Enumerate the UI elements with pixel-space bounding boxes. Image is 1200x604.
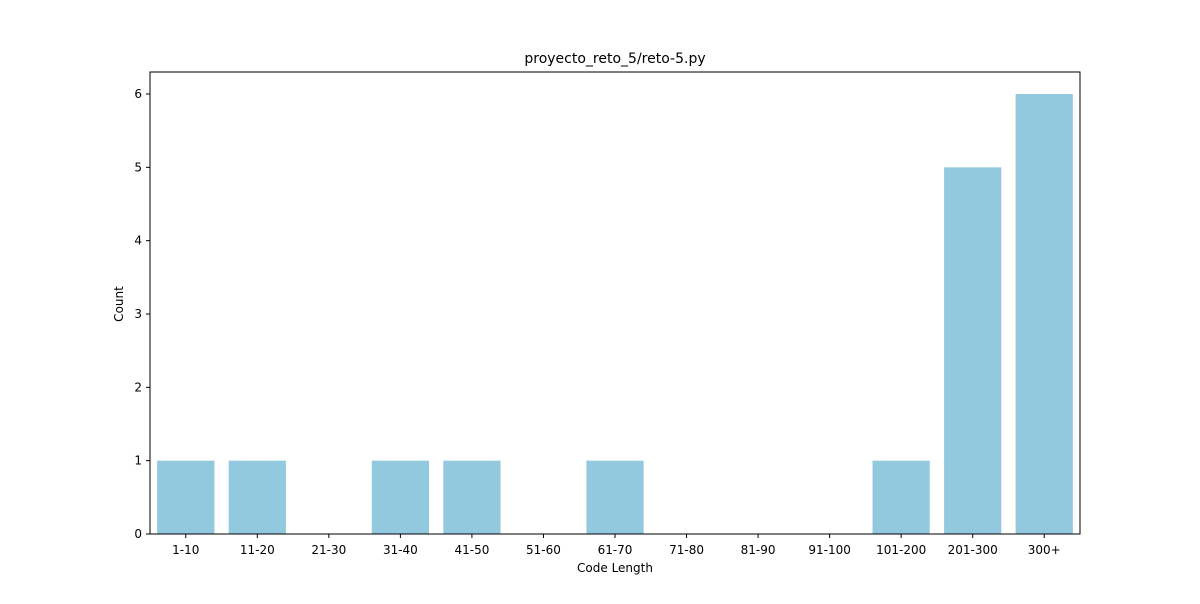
x-tick-label: 31-40 [383,543,418,557]
y-tick-label: 3 [134,307,142,321]
y-tick-label: 6 [134,87,142,101]
bar-11-20 [228,460,286,534]
y-tick-label: 1 [134,454,142,468]
chart-title: proyecto_reto_5/reto-5.py [524,51,705,67]
bar-201-300 [944,167,1002,535]
x-tick-label: 11-20 [240,543,275,557]
bar-41-50 [443,460,501,534]
y-tick-label: 5 [134,160,142,174]
x-tick-label: 41-50 [454,543,489,557]
bars-group [157,94,1073,535]
x-axis-title: Code Length [577,561,653,575]
bar-61-70 [586,460,644,534]
x-tick-label: 1-10 [172,543,199,557]
x-tick-label: 61-70 [598,543,633,557]
bar-101-200 [872,460,930,534]
x-tick-label: 81-90 [741,543,776,557]
bar-1-10 [157,460,215,534]
bar-31-40 [371,460,429,534]
y-tick-label: 0 [134,527,142,541]
x-tick-label: 101-200 [876,543,926,557]
y-tick-label: 2 [134,380,142,394]
y-axis: 0 1 2 3 4 5 6 [134,87,150,541]
x-tick-label: 51-60 [526,543,561,557]
x-tick-label: 21-30 [311,543,346,557]
x-tick-label: 201-300 [948,543,998,557]
y-axis-title: Count [112,286,126,322]
x-tick-label: 91-100 [808,543,851,557]
x-tick-label: 71-80 [669,543,704,557]
x-tick-label: 300+ [1028,543,1061,557]
x-axis: 1-10 11-20 21-30 31-40 41-50 51-60 61-70 71-80 8… [172,534,1061,557]
y-tick-label: 4 [134,234,142,248]
bar-300+ [1015,94,1073,534]
